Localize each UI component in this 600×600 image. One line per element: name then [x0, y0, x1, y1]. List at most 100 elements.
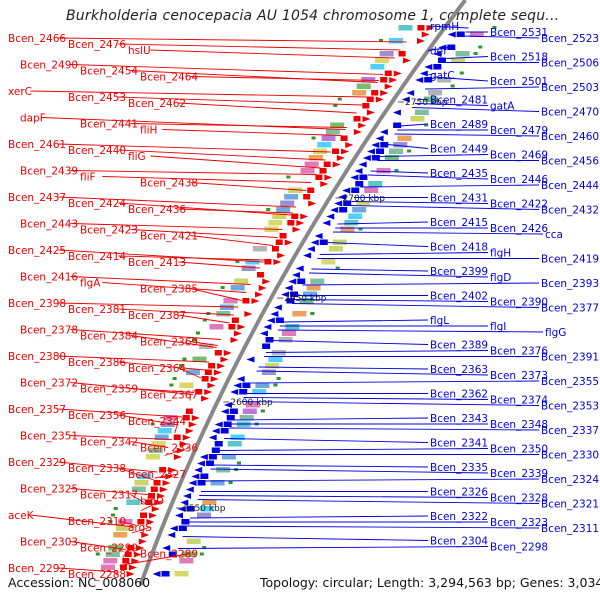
left-gene-label: Bcen_2372: [20, 378, 78, 390]
reverse-gene-mark: [362, 116, 371, 122]
left-leader-line: [130, 494, 145, 503]
forward-gene-mark: [350, 174, 359, 181]
right-gene-label: Bcen_2501: [490, 76, 548, 88]
right-gene-label: Bcen_2470: [541, 107, 599, 119]
right-leader-line: [212, 464, 429, 468]
cog-block: [192, 356, 207, 362]
right-gene-label: Bcen_2350: [490, 444, 548, 456]
reverse-gene-block: [214, 350, 222, 356]
cog-block: [242, 408, 257, 414]
forward-gene-mark: [447, 31, 456, 38]
right-leader-line: [332, 231, 544, 235]
cog-block: [352, 90, 367, 96]
reverse-gene-block: [366, 96, 374, 102]
left-gene-label: hslU: [128, 45, 151, 57]
rna-mark: [286, 175, 291, 179]
left-gene-label: Bcen_2423: [80, 225, 138, 237]
right-gene-label: Bcen_2422: [490, 199, 548, 211]
forward-gene-block: [275, 317, 284, 323]
forward-gene-mark: [326, 213, 335, 220]
rna-mark: [394, 169, 399, 172]
left-leader-line: [174, 420, 179, 434]
reverse-gene-mark: [332, 161, 341, 168]
left-gene-label: Bcen_2369: [140, 337, 198, 349]
reverse-gene-block: [201, 376, 209, 382]
cog-block: [272, 213, 287, 219]
right-leader-line: [337, 221, 429, 225]
reverse-gene-block: [291, 213, 299, 219]
left-leader-line: [119, 553, 191, 566]
left-leader-line: [130, 70, 378, 83]
cog-block: [185, 369, 200, 375]
reverse-gene-mark: [416, 38, 425, 44]
cog-block: [265, 363, 280, 369]
cog-block: [134, 480, 149, 486]
cog-block: [280, 200, 295, 206]
right-gene-label: Bcen_2418: [430, 242, 488, 254]
accession-text: Accession: NC_008060: [8, 575, 151, 590]
forward-gene-mark: [263, 324, 272, 330]
left-leader-line: [30, 90, 368, 98]
rna-mark: [111, 513, 116, 517]
left-gene-label: Bcen_2325: [20, 484, 78, 496]
forward-gene-block: [181, 519, 190, 525]
forward-gene-block: [424, 77, 433, 83]
right-leader-line: [412, 107, 540, 112]
right-gene-label: Bcen_2330: [541, 450, 599, 462]
right-leader-line: [182, 536, 429, 541]
forward-gene-mark: [177, 506, 186, 512]
forward-gene-block: [200, 473, 209, 479]
cog-block: [216, 311, 231, 317]
left-leader-line: [70, 329, 221, 340]
reverse-gene-block: [384, 70, 392, 76]
left-gene-label: Bcen_2453: [68, 92, 126, 104]
rna-mark: [108, 520, 113, 523]
reverse-gene-mark: [179, 441, 188, 447]
left-leader-line: [150, 49, 395, 59]
right-leader-line: [319, 252, 489, 255]
left-gene-label: Bcen_2357: [8, 404, 66, 416]
left-leader-line: [190, 341, 218, 346]
rna-mark: [276, 377, 281, 380]
right-leader-line: [232, 417, 429, 421]
reverse-gene-block: [159, 467, 167, 473]
right-leader-line: [258, 366, 429, 370]
left-leader-line: [118, 255, 265, 261]
reverse-gene-block: [332, 148, 340, 154]
forward-gene-block: [168, 551, 177, 557]
reverse-gene-block: [279, 233, 287, 239]
cog-block: [284, 194, 299, 200]
right-gene-label: Bcen_2326: [430, 487, 488, 499]
left-gene-label: Bcen_2381: [68, 304, 126, 316]
cog-block: [356, 83, 371, 89]
cog-block: [160, 421, 175, 427]
reverse-gene-block: [150, 486, 158, 492]
cog-block: [356, 200, 371, 206]
reverse-gene-mark: [284, 239, 293, 246]
left-leader-line: [58, 196, 297, 208]
reverse-gene-block: [204, 369, 212, 375]
cog-block: [428, 90, 443, 96]
reverse-gene-mark: [131, 558, 140, 564]
forward-gene-block: [206, 460, 215, 466]
cog-block: [288, 187, 303, 193]
reverse-gene-mark: [273, 259, 282, 265]
forward-gene-mark: [358, 161, 367, 168]
reverse-gene-mark: [320, 181, 329, 187]
forward-gene-mark: [281, 291, 290, 298]
left-leader-line: [58, 249, 264, 263]
forward-gene-mark: [419, 70, 428, 77]
left-gene-label: fliF: [80, 172, 96, 184]
left-gene-label: flgA: [80, 278, 101, 290]
left-leader-line: [70, 488, 148, 495]
reverse-gene-mark: [182, 434, 191, 441]
left-leader-line: [118, 202, 292, 216]
rna-mark: [478, 45, 483, 49]
left-gene-label: Bcen_2378: [20, 325, 78, 337]
forward-gene-mark: [379, 129, 388, 135]
cog-block: [397, 135, 412, 141]
reverse-gene-mark: [393, 70, 402, 77]
left-gene-label: Bcen_2385: [140, 284, 198, 296]
right-leader-line: [433, 76, 489, 82]
cog-block: [384, 155, 399, 161]
